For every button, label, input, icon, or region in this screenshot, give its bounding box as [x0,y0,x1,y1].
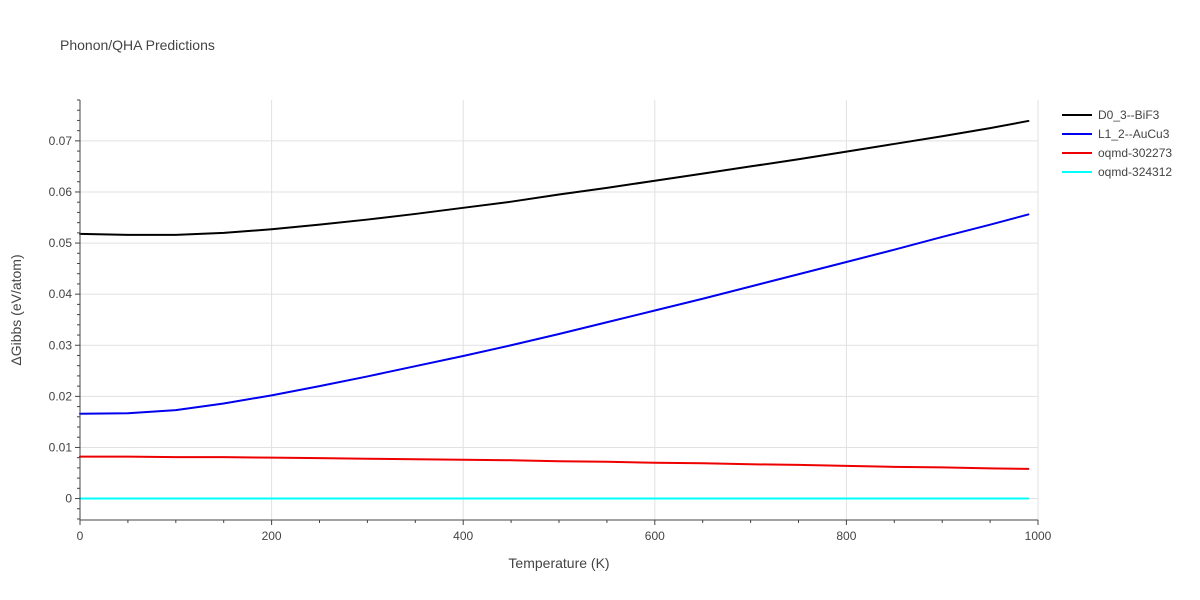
y-tick-label: 0.04 [49,287,73,301]
legend-label: L1_2--AuCu3 [1098,127,1170,141]
legend-item-l1-2-aucu3[interactable]: L1_2--AuCu3 [1062,127,1170,141]
x-tick-label: 200 [262,529,282,543]
y-tick-label: 0.05 [49,236,73,250]
legend-item-d0-3-bif3[interactable]: D0_3--BiF3 [1062,108,1160,122]
axes-layer [75,99,1039,525]
y-tick-label: 0.02 [49,389,73,403]
y-tick-label: 0.01 [49,440,73,454]
y-tick-label: 0 [65,492,72,506]
x-tick-label: 1000 [1025,529,1052,543]
x-tick-labels: 0 200 400 600 800 1000 [77,529,1052,543]
series-line-d0-3-bif3 [79,119,1030,236]
legend-label: oqmd-324312 [1098,165,1172,179]
x-tick-label: 600 [645,529,665,543]
series-layer [79,119,1030,500]
y-axis-title: ΔGibbs (eV/atom) [8,254,24,365]
legend-label: D0_3--BiF3 [1098,108,1160,122]
series-line-l1-2-aucu3 [79,213,1030,415]
chart-title: Phonon/QHA Predictions [60,37,215,53]
y-tick-label: 0.03 [49,338,73,352]
y-tick-label: 0.07 [49,134,73,148]
legend-item-oqmd-324312[interactable]: oqmd-324312 [1062,165,1172,179]
x-tick-label: 0 [77,529,84,543]
x-tick-label: 400 [453,529,473,543]
legend-label: oqmd-302273 [1098,146,1172,160]
y-tick-labels: 0 0.01 0.02 0.03 0.04 0.05 0.06 0.07 [49,134,73,506]
legend-item-oqmd-302273[interactable]: oqmd-302273 [1062,146,1172,160]
x-tick-label: 800 [836,529,856,543]
legend[interactable]: D0_3--BiF3 L1_2--AuCu3 oqmd-302273 oqmd-324… [1062,108,1172,179]
x-axis-title: Temperature (K) [508,555,609,571]
y-tick-label: 0.06 [49,185,73,199]
series-line-oqmd-302273 [79,455,1030,470]
